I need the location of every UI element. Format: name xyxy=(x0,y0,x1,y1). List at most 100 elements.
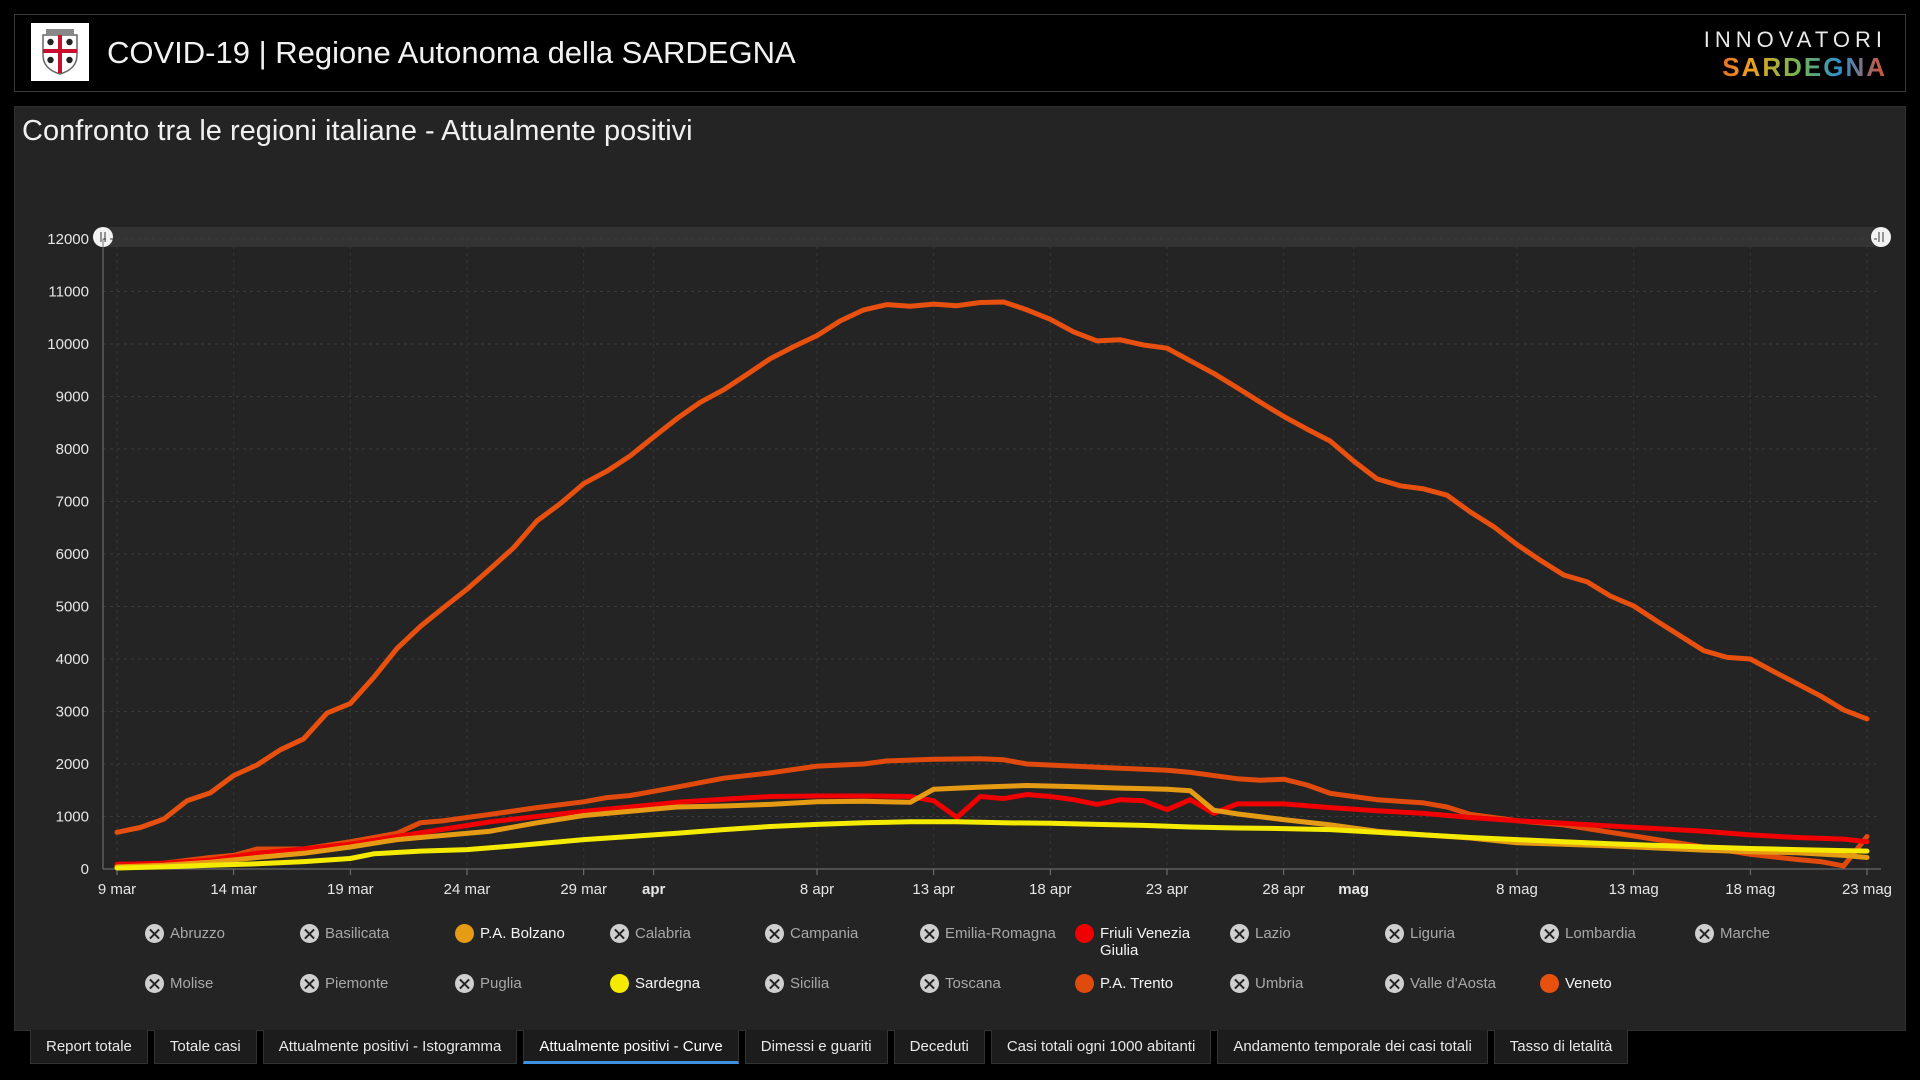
tab-deceduti[interactable]: Deceduti xyxy=(893,1030,985,1064)
legend-label: Umbria xyxy=(1255,975,1304,992)
legend-item-piemonte[interactable]: Piemonte xyxy=(300,974,450,993)
y-tick-label: 4000 xyxy=(56,651,89,668)
legend-disabled-x-icon xyxy=(145,974,164,993)
x-tick-label: 29 mar xyxy=(560,881,607,898)
legend-disabled-x-icon xyxy=(300,924,319,943)
legend-disabled-x-icon xyxy=(765,974,784,993)
x-tick-label: apr xyxy=(642,881,666,898)
dashboard-tabs: Report totale Totale casi Attualmente posi… xyxy=(30,1030,1634,1064)
x-tick-label: 14 mar xyxy=(210,881,257,898)
tab-report-totale[interactable]: Report totale xyxy=(30,1030,148,1064)
legend-label: Campania xyxy=(790,925,859,942)
series-line-veneto xyxy=(114,299,1870,835)
x-tick-label: mag xyxy=(1338,881,1369,898)
tab-casi-totali-ogni-1000-abitanti[interactable]: Casi totali ogni 1000 abitanti xyxy=(990,1030,1212,1064)
legend-color-dot xyxy=(455,924,474,943)
y-tick-label: 2000 xyxy=(56,756,89,773)
x-tick-label: 23 mag xyxy=(1842,881,1892,898)
y-tick-label: 1000 xyxy=(56,809,89,826)
x-tick-label: 28 apr xyxy=(1262,881,1305,898)
legend-item-lombardia[interactable]: Lombardia xyxy=(1540,924,1690,943)
legend-disabled-x-icon xyxy=(1385,924,1404,943)
legend-color-dot xyxy=(610,974,629,993)
legend-label: Veneto xyxy=(1565,975,1612,992)
legend-item-emilia-romagna[interactable]: Emilia-Romagna xyxy=(920,924,1070,943)
tab-dimessi-e-guariti[interactable]: Dimessi e guariti xyxy=(744,1030,888,1064)
x-tick-label: 13 apr xyxy=(912,881,955,898)
tab-tasso-di-letalit[interactable]: Tasso di letalità xyxy=(1493,1030,1629,1064)
legend-item-friuli-venezia-giulia[interactable]: Friuli Venezia Giulia xyxy=(1075,924,1225,959)
legend-disabled-x-icon xyxy=(1540,924,1559,943)
y-tick-label: 9000 xyxy=(56,389,89,406)
chart-panel: Confronto tra le regioni italiane - Attu… xyxy=(14,106,1906,1031)
legend-label: Valle d'Aosta xyxy=(1410,975,1496,992)
legend-item-liguria[interactable]: Liguria xyxy=(1385,924,1535,943)
legend-disabled-x-icon xyxy=(920,924,939,943)
legend-item-sicilia[interactable]: Sicilia xyxy=(765,974,915,993)
legend-label: P.A. Trento xyxy=(1100,975,1174,992)
legend-label: Emilia-Romagna xyxy=(945,925,1056,942)
tab-andamento-temporale-dei-casi-totali[interactable]: Andamento temporale dei casi totali xyxy=(1217,1030,1488,1064)
legend-label: Marche xyxy=(1720,925,1771,942)
legend-disabled-x-icon xyxy=(1230,974,1249,993)
legend-label: Lombardia xyxy=(1565,925,1636,942)
x-tick-label: 19 mar xyxy=(327,881,374,898)
legend-disabled-x-icon xyxy=(1385,974,1404,993)
legend-label: Basilicata xyxy=(325,925,390,942)
legend-disabled-x-icon xyxy=(1695,924,1714,943)
legend-item-umbria[interactable]: Umbria xyxy=(1230,974,1380,993)
legend-item-valle-d-aosta[interactable]: Valle d'Aosta xyxy=(1385,974,1535,993)
line-chart[interactable]: 0 1000 2000 3000 4000 5000 6000 7000 8000 9000 100… xyxy=(15,107,1905,907)
tab-attualmente-positivi-istogramma[interactable]: Attualmente positivi - Istogramma xyxy=(262,1030,518,1064)
legend-label: Toscana xyxy=(945,975,1001,992)
legend-item-p-a-trento[interactable]: P.A. Trento xyxy=(1075,974,1225,993)
legend-item-campania[interactable]: Campania xyxy=(765,924,915,943)
legend-label: Abruzzo xyxy=(170,925,226,942)
legend-color-dot xyxy=(1075,974,1094,993)
legend-label: Lazio xyxy=(1255,925,1291,942)
legend-disabled-x-icon xyxy=(765,924,784,943)
sardegna-coat-of-arms-logo xyxy=(31,23,89,81)
y-tick-label: 12000 xyxy=(47,231,89,248)
scrollbar-handle-right[interactable] xyxy=(1871,227,1891,247)
tab-totale-casi[interactable]: Totale casi xyxy=(153,1030,257,1064)
legend-disabled-x-icon xyxy=(455,974,474,993)
legend-item-molise[interactable]: Molise xyxy=(145,974,295,993)
series-line-sardegna xyxy=(114,819,1870,871)
x-tick-label: 18 mag xyxy=(1725,881,1775,898)
legend-item-lazio[interactable]: Lazio xyxy=(1230,924,1380,943)
chart-legend: Abruzzo Basilicata P.A. Bolzano Calabria Cam… xyxy=(145,924,1865,1025)
y-tick-label: 7000 xyxy=(56,494,89,511)
legend-item-marche[interactable]: Marche xyxy=(1695,924,1845,943)
x-tick-label: 18 apr xyxy=(1029,881,1072,898)
legend-item-p-a-bolzano[interactable]: P.A. Bolzano xyxy=(455,924,605,943)
legend-item-basilicata[interactable]: Basilicata xyxy=(300,924,450,943)
series-line-p-a-trento xyxy=(114,756,1870,869)
legend-label: Liguria xyxy=(1410,925,1456,942)
legend-item-calabria[interactable]: Calabria xyxy=(610,924,760,943)
legend-color-dot xyxy=(1540,974,1559,993)
y-tick-label: 3000 xyxy=(56,704,89,721)
tab-attualmente-positivi-curve[interactable]: Attualmente positivi - Curve xyxy=(523,1030,739,1064)
legend-item-veneto[interactable]: Veneto xyxy=(1540,974,1690,993)
app-title: COVID-19 | Regione Autonoma della SARDEG… xyxy=(107,35,796,70)
legend-item-sardegna[interactable]: Sardegna xyxy=(610,974,760,993)
y-tick-label: 0 xyxy=(81,861,89,878)
legend-label: Puglia xyxy=(480,975,522,992)
x-tick-label: 8 mag xyxy=(1496,881,1538,898)
scrollbar-handle-left[interactable] xyxy=(93,227,113,247)
y-tick-label: 10000 xyxy=(47,336,89,353)
legend-label: Sardegna xyxy=(635,975,701,992)
app-header: COVID-19 | Regione Autonoma della SARDEG… xyxy=(14,14,1906,92)
legend-item-toscana[interactable]: Toscana xyxy=(920,974,1070,993)
legend-disabled-x-icon xyxy=(300,974,319,993)
legend-label: Friuli Venezia Giulia xyxy=(1100,925,1191,959)
legend-item-abruzzo[interactable]: Abruzzo xyxy=(145,924,295,943)
legend-item-puglia[interactable]: Puglia xyxy=(455,974,605,993)
x-tick-label: 8 apr xyxy=(800,881,834,898)
x-tick-label: 13 mag xyxy=(1609,881,1659,898)
x-tick-label: 9 mar xyxy=(98,881,136,898)
brand-top-text: INNOVATORI xyxy=(1703,27,1887,52)
innovatori-sardegna-logo: INNOVATORI SARDEGNA xyxy=(1704,27,1887,81)
legend-label: P.A. Bolzano xyxy=(480,925,565,942)
